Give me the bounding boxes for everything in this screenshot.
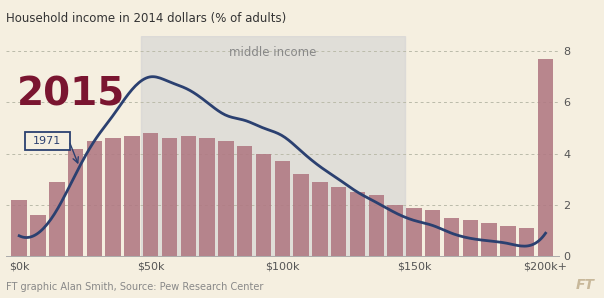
Bar (30, 215, 46, 256)
Bar (294, 174, 309, 256)
Text: middle income: middle income (230, 46, 316, 59)
Bar (538, 59, 553, 256)
Bar (68, 149, 83, 256)
Bar (256, 154, 271, 256)
Bar (141, 36, 405, 256)
Bar (406, 208, 422, 256)
Text: 1971: 1971 (33, 136, 62, 146)
Bar (444, 218, 459, 256)
FancyBboxPatch shape (25, 132, 70, 150)
Bar (49, 182, 65, 256)
Bar (218, 141, 234, 256)
Text: Household income in 2014 dollars (% of adults): Household income in 2014 dollars (% of a… (6, 12, 286, 25)
Bar (143, 133, 158, 256)
Bar (199, 138, 215, 256)
Bar (11, 200, 27, 256)
Bar (463, 221, 478, 256)
Bar (519, 228, 535, 256)
Text: 2015: 2015 (17, 75, 126, 114)
Bar (312, 182, 328, 256)
Bar (275, 162, 290, 256)
Text: FT graphic Alan Smith, Source: Pew Research Center: FT graphic Alan Smith, Source: Pew Resea… (6, 282, 263, 292)
Bar (124, 136, 140, 256)
Bar (87, 141, 102, 256)
Bar (387, 205, 403, 256)
Bar (481, 223, 497, 256)
Bar (350, 192, 365, 256)
Bar (181, 136, 196, 256)
Bar (162, 138, 178, 256)
Bar (500, 226, 516, 256)
Bar (368, 195, 384, 256)
Bar (237, 146, 252, 256)
Bar (331, 187, 347, 256)
Bar (106, 138, 121, 256)
Text: FT: FT (576, 278, 595, 292)
Bar (425, 210, 440, 256)
